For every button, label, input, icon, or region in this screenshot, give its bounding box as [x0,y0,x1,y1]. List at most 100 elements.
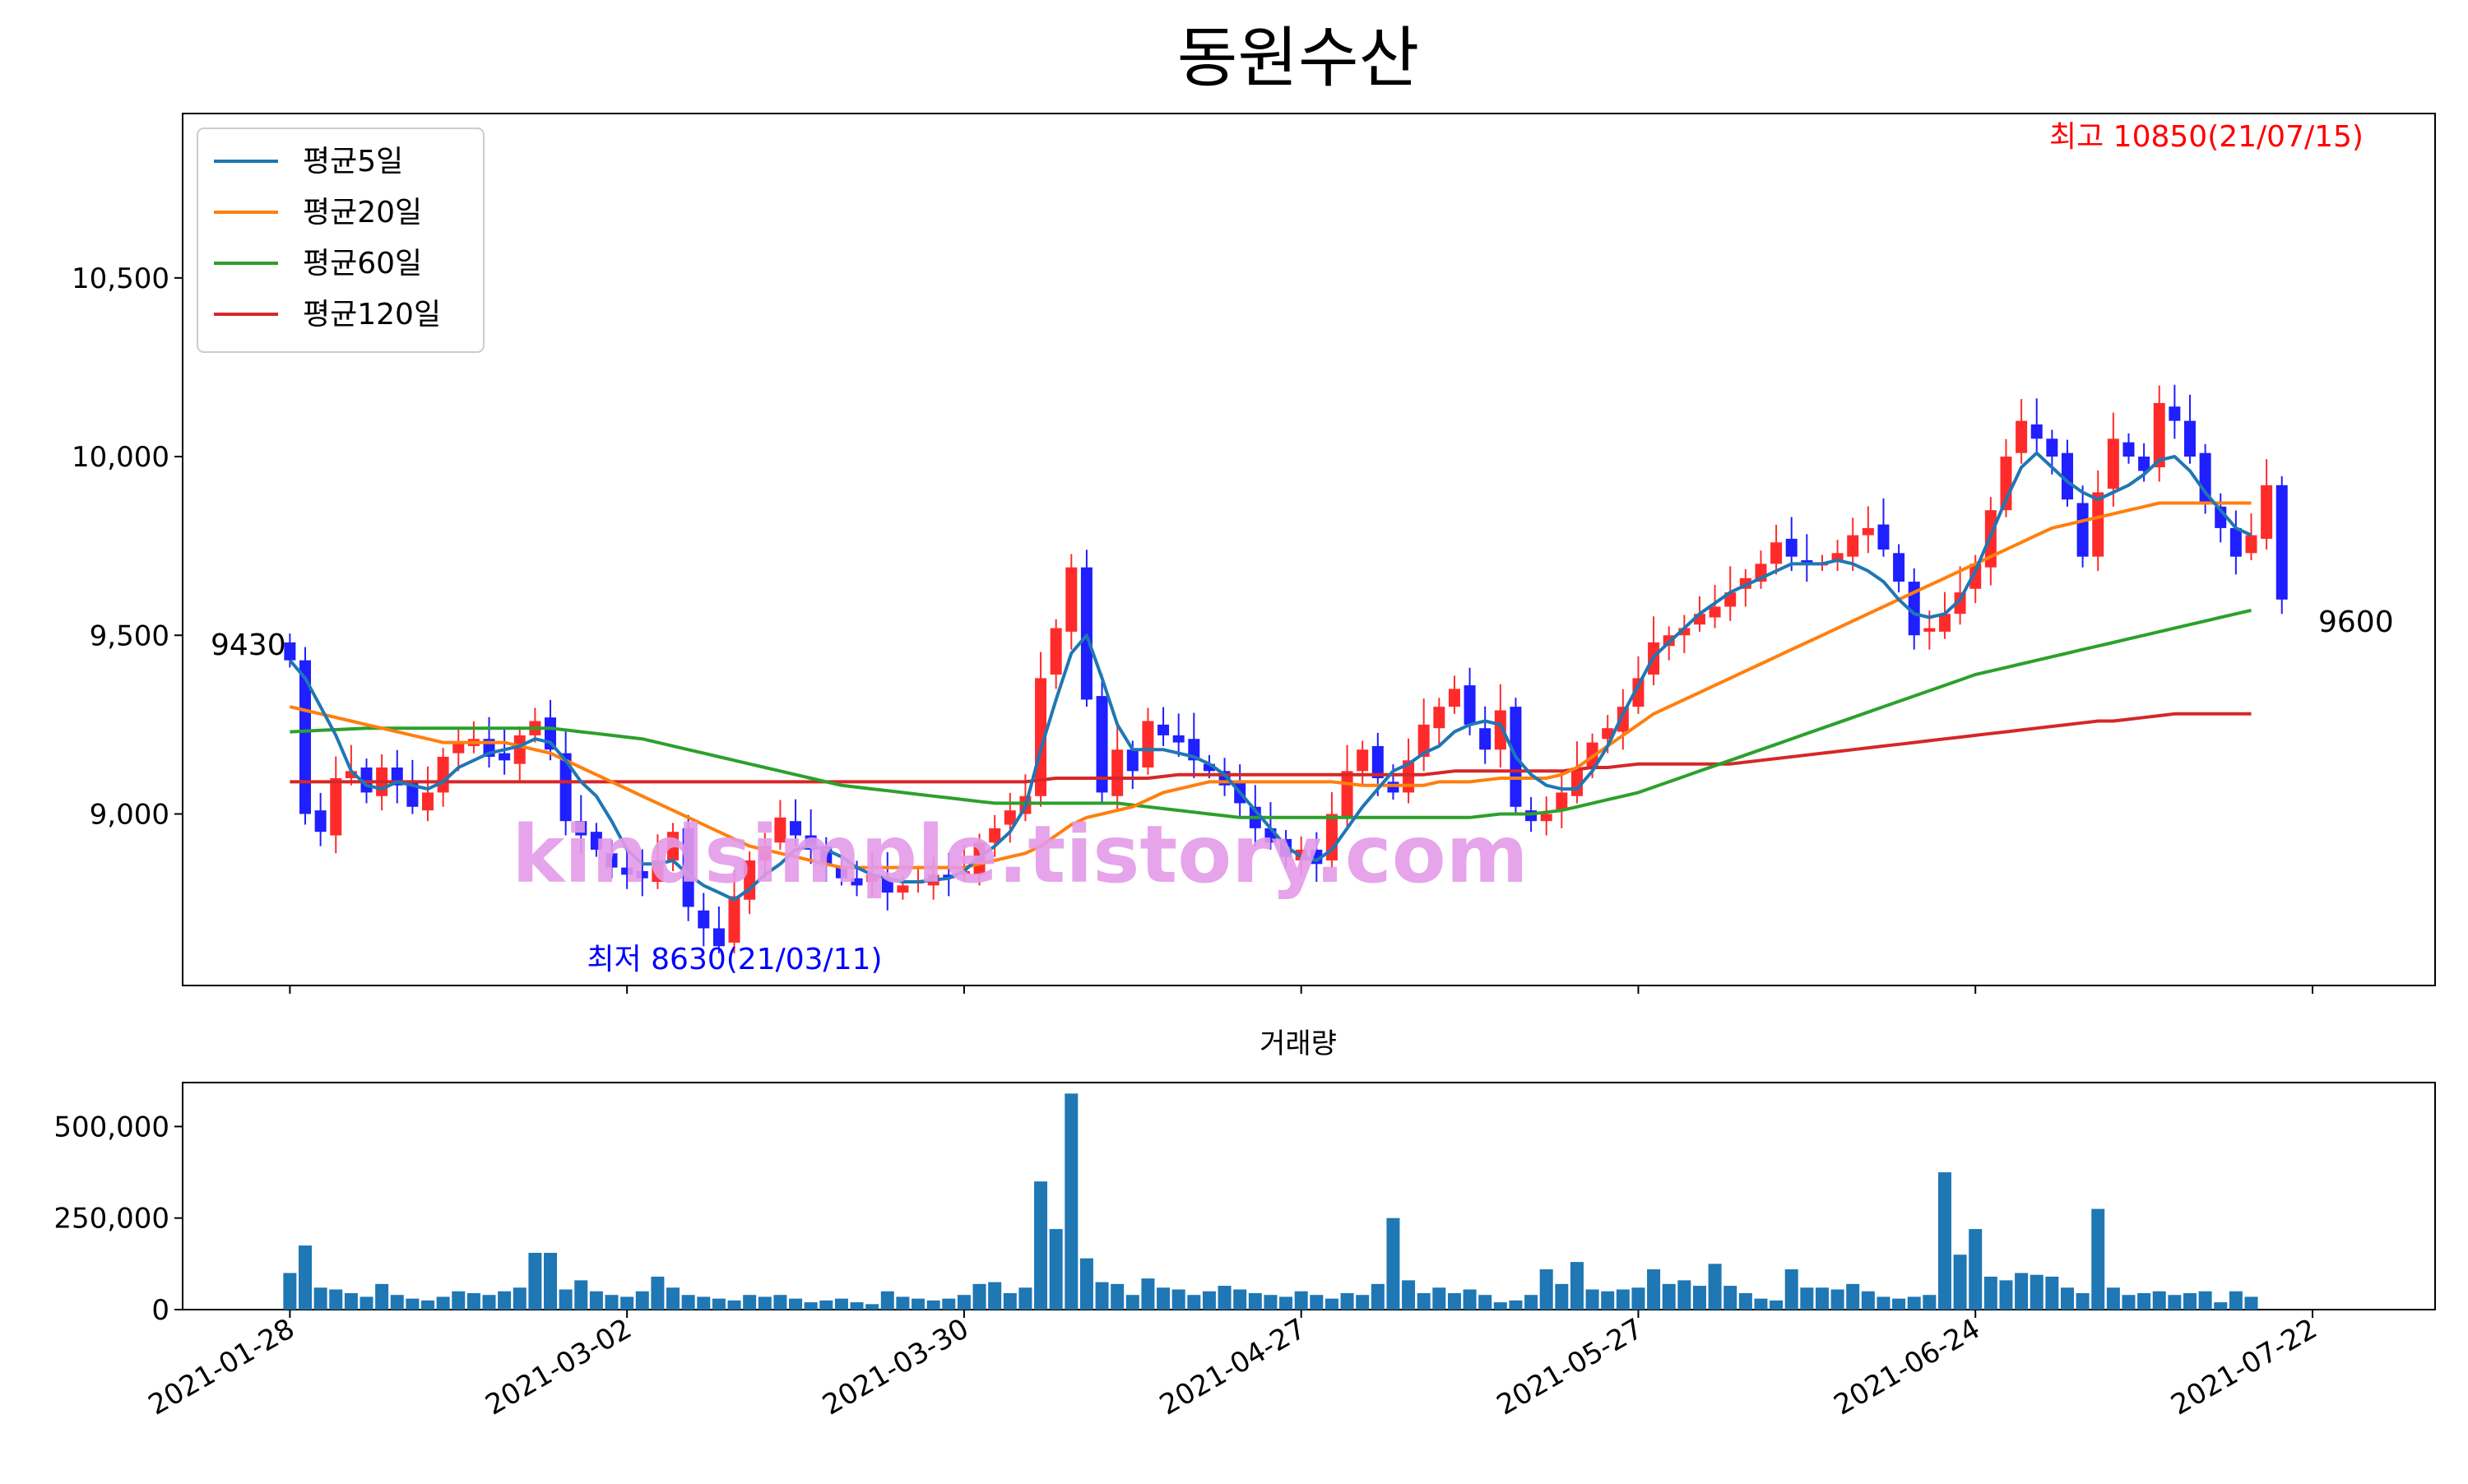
candle-body [652,860,664,883]
candle-body [1065,567,1078,632]
volume-bar [957,1295,971,1310]
volume-bar [605,1295,619,1310]
volume-bar [1861,1291,1875,1310]
candle-body [1494,710,1506,750]
candle-body [2122,442,2135,457]
volume-bar [1738,1292,1752,1310]
volume-bar [773,1295,787,1310]
volume-bar [1478,1295,1492,1310]
volume-bar [436,1296,450,1310]
legend-label: 평균5일 [303,145,403,179]
x-tick-label: 2021-05-27 [1491,1312,1649,1421]
volume-bar [299,1245,313,1310]
volume-bar [1157,1287,1171,1310]
volume-bar [1202,1291,1216,1310]
candle-body [330,778,342,836]
candle-body [667,832,680,860]
candle-body [1157,724,1170,735]
volume-bar [2198,1291,2212,1310]
volume-bar [758,1296,772,1310]
volume-bar [912,1298,926,1310]
volume-bar [390,1295,404,1310]
candle-body [437,756,449,793]
volume-bar [1187,1295,1201,1310]
candle-body [1938,614,1951,632]
volume-bar [466,1292,480,1310]
candle-body [1678,628,1691,636]
volume-bar [1279,1296,1293,1310]
volume-bar [2168,1295,2182,1310]
candle-body [499,753,511,761]
volume-bar [2122,1295,2136,1310]
volume-bar [804,1302,818,1310]
volume-bar [865,1304,879,1310]
candle-body [1540,814,1552,822]
volume-bar [1877,1296,1890,1310]
candle-body [989,828,1001,843]
volume-bar [2229,1291,2243,1310]
volume-bar [406,1298,420,1310]
candle-body [682,828,694,907]
candle-body [406,781,419,807]
volume-bar [681,1295,695,1310]
volume-bar [482,1295,496,1310]
volume-bar [2244,1296,2258,1310]
volume-bar [1723,1286,1737,1310]
volume-bar [344,1292,358,1310]
volume-bar [2030,1274,2044,1310]
candle-body [698,910,710,929]
volume-bar [1846,1283,1860,1310]
volume-bar [421,1300,435,1310]
volume-bar [1770,1300,1784,1310]
volume-bar [1141,1278,1155,1310]
candle-body [636,870,648,879]
candle-body [1126,749,1139,772]
volume-bar [1340,1292,1354,1310]
candle-body [1371,745,1384,779]
start-price-label: 9430 [211,628,286,662]
x-tick-label: 2021-06-24 [1829,1312,1986,1421]
candle-body [1923,628,1936,632]
volume-bar [1371,1283,1385,1310]
volume-bar [589,1291,603,1310]
volume-bar [2045,1276,2059,1310]
volume-bar [1233,1289,1247,1310]
volume-bar [1171,1289,1185,1310]
volume-bar [574,1280,588,1310]
candle-body [2107,438,2119,489]
volume-bar [666,1287,680,1310]
price-y-tick-label: 10,000 [72,441,169,474]
candle-body [1969,563,1982,589]
volume-bar [1248,1292,1262,1310]
volume-bar [1754,1298,1768,1310]
volume-bar [1324,1298,1338,1310]
candle-body [1877,524,1890,550]
volume-bar [1999,1280,2013,1310]
volume-bar [498,1291,512,1310]
chart-title: 동원수산 [1177,20,1419,96]
volume-bar [1264,1295,1278,1310]
candle-body [605,853,618,868]
candle-body [1448,689,1460,707]
x-tick-label: 2021-03-02 [480,1312,638,1421]
candle-body [1847,535,1859,557]
candle-body [790,821,802,836]
candle-body [2030,424,2043,439]
volume-bar [1417,1292,1431,1310]
volume-bar [375,1283,389,1310]
volume-bar [1892,1298,1906,1310]
candle-body [1632,678,1645,707]
x-tick-label: 2021-03-30 [817,1312,974,1421]
volume-bar [1692,1286,1706,1310]
volume-bar [2091,1208,2105,1310]
volume-bar [559,1289,573,1310]
candle-body [1479,728,1491,750]
volume-bar [283,1273,297,1310]
candle-body [1203,763,1215,772]
volume-bar [1601,1291,1615,1310]
volume-bar [1463,1289,1477,1310]
volume-bar [834,1298,848,1310]
price-y-tick-label: 9,000 [90,798,169,831]
